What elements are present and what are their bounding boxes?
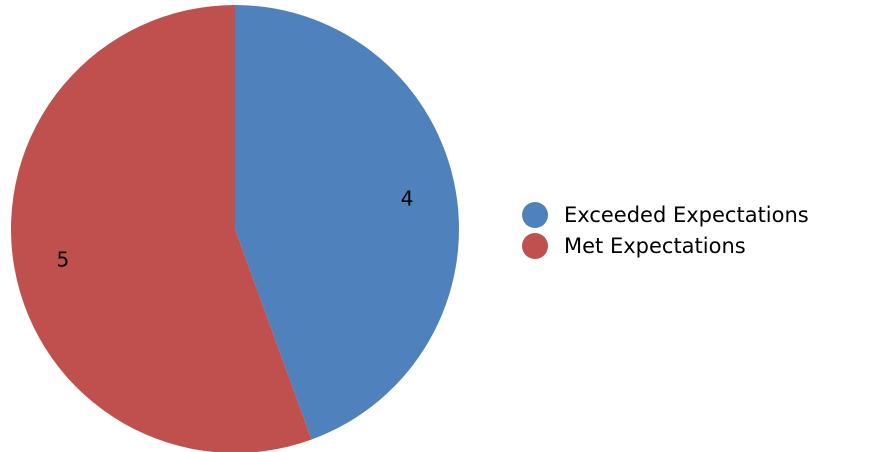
legend-item-exceeded-expectations: Exceeded Expectations <box>522 199 809 230</box>
legend-item-met-expectations: Met Expectations <box>522 230 809 261</box>
legend-label-exceeded-expectations: Exceeded Expectations <box>564 202 809 227</box>
legend-swatch-exceeded-expectations <box>522 201 548 228</box>
pie-slice-met-expectations <box>11 5 312 452</box>
legend-label-met-expectations: Met Expectations <box>564 233 746 258</box>
chart-legend: Exceeded Expectations Met Expectations <box>522 199 809 261</box>
pie-data-labels: 45 <box>57 187 414 272</box>
data-label-exceeded-expectations: 4 <box>401 187 414 211</box>
legend-swatch-met-expectations <box>522 232 548 259</box>
pie-slices <box>11 5 459 452</box>
data-label-met-expectations: 5 <box>57 247 70 271</box>
pie-slice-exceeded-expectations <box>235 5 459 440</box>
